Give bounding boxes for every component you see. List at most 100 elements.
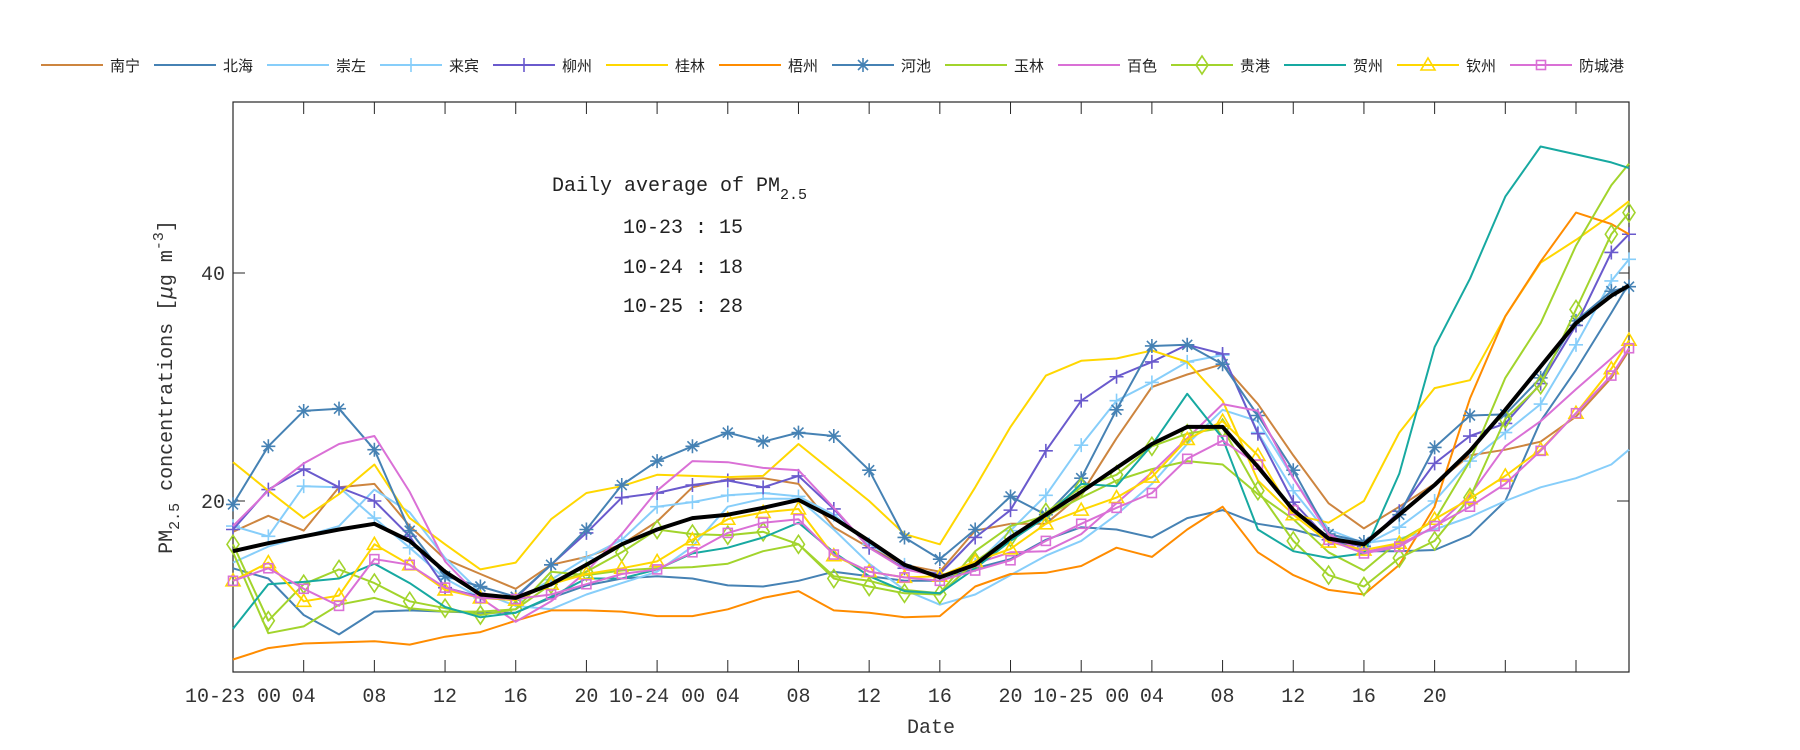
axis-ticks: 10-23 00 04 08 12 16 20 10-24 00 04 08 12 16 20 10-2… — [185, 102, 1629, 709]
data-point — [1075, 518, 1087, 530]
x-tick-label: 12 — [433, 686, 457, 709]
data-point — [1038, 443, 1053, 458]
x-tick-label: 12 — [1281, 686, 1305, 709]
data-point — [1500, 478, 1511, 490]
data-point — [757, 517, 769, 528]
legend-label: 贺州 — [1353, 57, 1383, 75]
data-point — [756, 480, 771, 495]
data-point — [1111, 502, 1122, 514]
data-point — [897, 530, 912, 545]
legend-item: 百色 — [1058, 57, 1157, 75]
data-point — [1570, 407, 1582, 419]
data-point — [1074, 438, 1089, 453]
series-line — [232, 339, 1630, 603]
data-point — [684, 531, 701, 546]
legend-item: 防城港 — [1510, 57, 1624, 75]
data-point — [226, 497, 240, 512]
data-point — [1427, 440, 1442, 455]
data-point — [1393, 541, 1405, 552]
data-point — [685, 439, 700, 454]
data-point — [1321, 564, 1336, 586]
data-point — [1462, 429, 1477, 444]
data-point — [1392, 547, 1407, 569]
data-point — [720, 488, 735, 503]
data-point — [1461, 490, 1479, 505]
data-point — [651, 564, 663, 575]
data-point — [402, 523, 417, 538]
data-point — [1568, 337, 1583, 352]
data-point — [1533, 370, 1548, 385]
legend-item: 玉林 — [945, 57, 1044, 75]
x-tick-label: 08 — [362, 686, 386, 709]
annotation-line-3: 10-25 : 28 — [623, 296, 743, 319]
x-tick-label: 04 — [716, 686, 740, 709]
data-point — [1533, 397, 1548, 412]
data-point — [685, 495, 700, 510]
data-point — [581, 578, 592, 590]
legend-label: 柳州 — [562, 57, 592, 75]
x-tick-label: 20 — [999, 686, 1023, 709]
data-point — [1181, 453, 1193, 465]
data-point — [1005, 554, 1016, 566]
data-point — [1622, 227, 1636, 242]
legend-item: 南宁 — [41, 57, 140, 75]
x-tick-label: 10-24 00 — [609, 686, 705, 709]
data-point — [367, 494, 382, 508]
series-line — [232, 145, 1630, 630]
data-point — [263, 562, 274, 574]
daily-average-annotation: Daily average of PM2.5 10-23 : 15 10-24 … — [552, 175, 807, 319]
data-point — [1250, 480, 1265, 502]
data-point — [332, 480, 347, 495]
data-point — [296, 479, 311, 494]
data-point — [1569, 299, 1583, 320]
data-point — [332, 401, 347, 416]
data-point — [1462, 408, 1477, 423]
data-point — [1535, 445, 1546, 457]
data-point — [298, 583, 309, 595]
data-point — [791, 425, 806, 440]
data-point — [473, 579, 488, 594]
legend-label: 北海 — [223, 57, 253, 75]
data-point — [968, 522, 983, 537]
legend-label: 钦州 — [1466, 57, 1496, 75]
data-point — [1109, 402, 1124, 417]
data-point — [438, 569, 453, 584]
data-point — [650, 499, 665, 514]
legend-item: 梧州 — [719, 57, 818, 75]
data-point — [825, 547, 843, 562]
legend-label: 玉林 — [1014, 57, 1044, 75]
data-point — [1623, 342, 1635, 354]
data-point — [826, 429, 841, 444]
data-point — [1180, 337, 1195, 352]
x-tick-label: 16 — [928, 686, 952, 709]
data-point — [1533, 374, 1548, 396]
x-tick-label: 20 — [574, 686, 598, 709]
data-point — [1496, 467, 1514, 482]
data-point — [856, 58, 870, 72]
data-point — [1178, 430, 1196, 446]
data-point — [1143, 468, 1161, 483]
data-point — [261, 439, 276, 454]
data-point — [1038, 501, 1053, 523]
data-point — [1429, 520, 1440, 532]
data-point — [1427, 456, 1442, 471]
x-tick-label: 10-25 00 — [1033, 686, 1129, 709]
series-line — [232, 347, 1630, 607]
data-point — [648, 552, 666, 568]
legend-label: 梧州 — [788, 57, 818, 75]
data-point — [756, 434, 771, 449]
data-point — [1622, 202, 1636, 224]
data-point — [1620, 331, 1638, 347]
data-point — [1392, 520, 1407, 535]
data-point — [1250, 426, 1265, 441]
legend-label: 防城港 — [1579, 57, 1624, 75]
data-point — [404, 58, 418, 72]
data-point — [614, 490, 629, 505]
data-point — [1606, 370, 1617, 381]
data-point — [862, 463, 877, 478]
legend-label: 桂林 — [675, 57, 705, 75]
y-tick-label: 20 — [201, 492, 225, 515]
data-point — [517, 58, 531, 72]
data-point — [720, 473, 735, 488]
